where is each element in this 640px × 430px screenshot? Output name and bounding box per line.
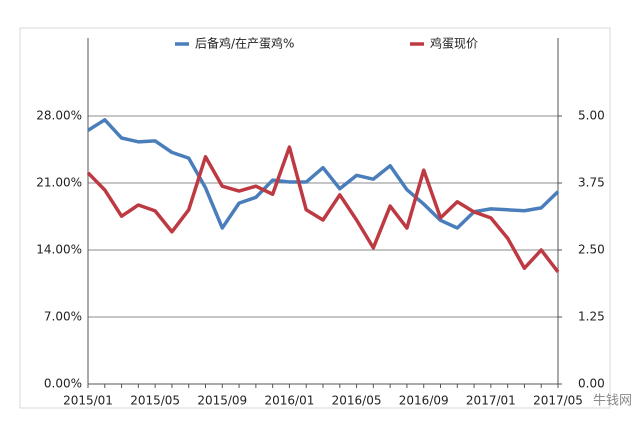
y-tick-label: 0.00% <box>44 377 82 391</box>
watermark: 牛钱网 <box>593 394 632 409</box>
y2-tick-label: 3.75 <box>578 176 605 190</box>
x-tick-label: 2015/09 <box>197 394 247 408</box>
x-tick-label: 2015/05 <box>130 394 180 408</box>
x-tick-label: 2016/01 <box>264 394 314 408</box>
series-line <box>87 118 560 230</box>
y-tick-label: 21.00% <box>36 176 82 190</box>
x-tick-label: 2016/09 <box>399 394 449 408</box>
y-tick-label: 7.00% <box>44 310 82 324</box>
y-tick-label: 14.00% <box>36 243 82 257</box>
series-line <box>86 145 560 274</box>
y2-tick-label: 5.00 <box>578 109 605 123</box>
y2-tick-label: 2.50 <box>578 243 605 257</box>
y-tick-label: 28.00% <box>36 109 82 123</box>
y2-tick-label: 0.00 <box>578 377 605 391</box>
x-tick-label: 2017/05 <box>533 394 583 408</box>
x-tick-label: 2015/01 <box>63 394 113 408</box>
legend-label: 后备鸡/在产蛋鸡% <box>195 36 294 51</box>
legend-label: 鸡蛋现价 <box>430 36 478 51</box>
x-tick-label: 2016/05 <box>332 394 382 408</box>
x-tick-label: 2017/01 <box>466 394 516 408</box>
chart-frame <box>19 27 611 409</box>
y2-tick-label: 1.25 <box>578 310 605 324</box>
